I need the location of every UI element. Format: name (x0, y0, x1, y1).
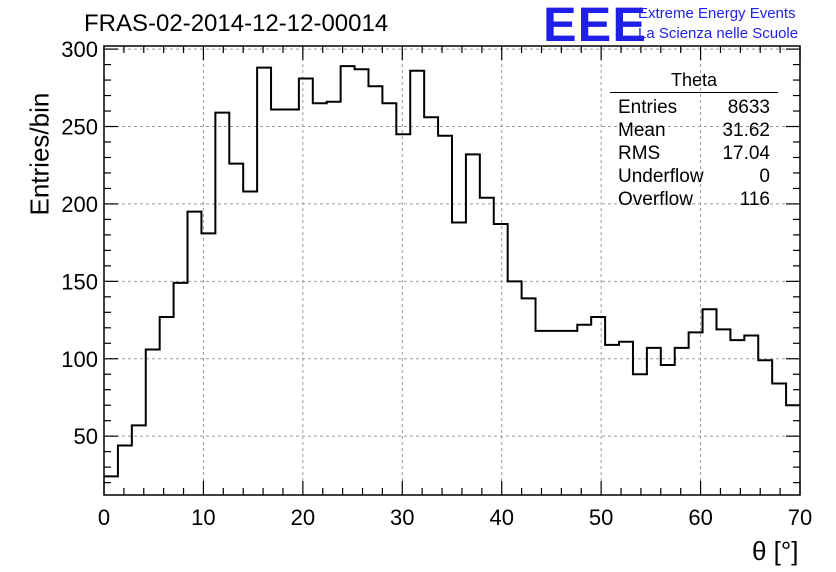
stats-label: Entries (618, 96, 677, 119)
histogram-bin (243, 192, 257, 495)
histogram-bin (716, 329, 730, 495)
stats-title: Theta (610, 70, 778, 93)
stats-row-rms: RMS 17.04 (610, 142, 778, 165)
histogram-bin (396, 134, 410, 495)
histogram-bin (744, 336, 758, 495)
y-tick-label: 250 (61, 115, 98, 140)
y-tick-label: 150 (61, 269, 98, 294)
histogram-bin (146, 349, 160, 495)
x-tick-label: 30 (390, 505, 414, 530)
histogram-bin (549, 331, 563, 495)
eee-logo: EEE (543, 2, 647, 50)
stats-row-mean: Mean 31.62 (610, 119, 778, 142)
histogram-bin (508, 281, 522, 495)
y-tick-label: 100 (61, 347, 98, 372)
chart-title: FRAS-02-2014-12-12-00014 (84, 10, 388, 38)
histogram-bin (772, 384, 786, 495)
histogram-bin (480, 198, 494, 495)
histogram-bin (605, 345, 619, 495)
stats-value: 0 (759, 165, 770, 188)
x-tick-label: 20 (291, 505, 315, 530)
histogram-bin (285, 109, 299, 495)
histogram-bin (675, 348, 689, 495)
histogram-bin (118, 445, 132, 495)
histogram-bin (661, 365, 675, 495)
histogram-bin (522, 298, 536, 495)
stats-value: 17.04 (722, 142, 770, 165)
x-tick-label: 40 (489, 505, 513, 530)
stats-label: RMS (618, 142, 660, 165)
stats-row-underflow: Underflow 0 (610, 165, 778, 188)
histogram-bin (591, 317, 605, 495)
histogram-bin (438, 136, 452, 495)
histogram-bin (730, 340, 744, 495)
x-tick-label: 70 (788, 505, 812, 530)
histogram-bin (466, 154, 480, 495)
histogram-bin (494, 224, 508, 495)
histogram-bin (299, 79, 313, 495)
histogram-bin (355, 69, 369, 495)
histogram-bin (619, 342, 633, 495)
histogram-bin (633, 374, 647, 495)
histogram-bin (536, 331, 550, 495)
histogram-bin (229, 164, 243, 495)
logo-line-2: La Scienza nelle Scuole (638, 25, 798, 42)
stats-label: Mean (618, 119, 666, 142)
logo-line-1: Extreme Energy Events (638, 5, 796, 22)
y-tick-label: 300 (61, 37, 98, 62)
histogram-bin (341, 66, 355, 495)
histogram-bin (647, 348, 661, 495)
x-tick-label: 0 (98, 505, 110, 530)
stats-label: Overflow (618, 188, 693, 211)
stats-box: Theta Entries 8633 Mean 31.62 RMS 17.04 … (610, 70, 778, 211)
histogram-bin (703, 309, 717, 495)
x-axis-label: θ [°] (752, 536, 799, 567)
stats-value: 31.62 (722, 119, 770, 142)
histogram-bin (132, 425, 146, 495)
stats-row-overflow: Overflow 116 (610, 188, 778, 211)
histogram-bin (410, 71, 424, 495)
stats-value: 8633 (728, 96, 770, 119)
stats-label: Underflow (618, 165, 704, 188)
y-tick-label: 200 (61, 192, 98, 217)
x-tick-label: 10 (191, 505, 215, 530)
stats-row-entries: Entries 8633 (610, 96, 778, 119)
histogram-bin (188, 212, 202, 495)
histogram-bin (786, 405, 800, 495)
histogram-bin (215, 113, 229, 495)
histogram-bin (368, 86, 382, 495)
histogram-bin (563, 331, 577, 495)
x-tick-label: 50 (589, 505, 613, 530)
histogram-bin (424, 117, 438, 495)
histogram-bin (577, 325, 591, 495)
histogram-bin (271, 109, 285, 495)
histogram-bin (104, 476, 118, 495)
histogram-bin (758, 360, 772, 495)
stats-value: 116 (740, 188, 770, 211)
histogram-bin (160, 317, 174, 495)
histogram-bin (174, 283, 188, 495)
y-axis-label: Entries/bin (25, 96, 56, 216)
x-tick-label: 60 (688, 505, 712, 530)
y-tick-label: 50 (74, 424, 98, 449)
